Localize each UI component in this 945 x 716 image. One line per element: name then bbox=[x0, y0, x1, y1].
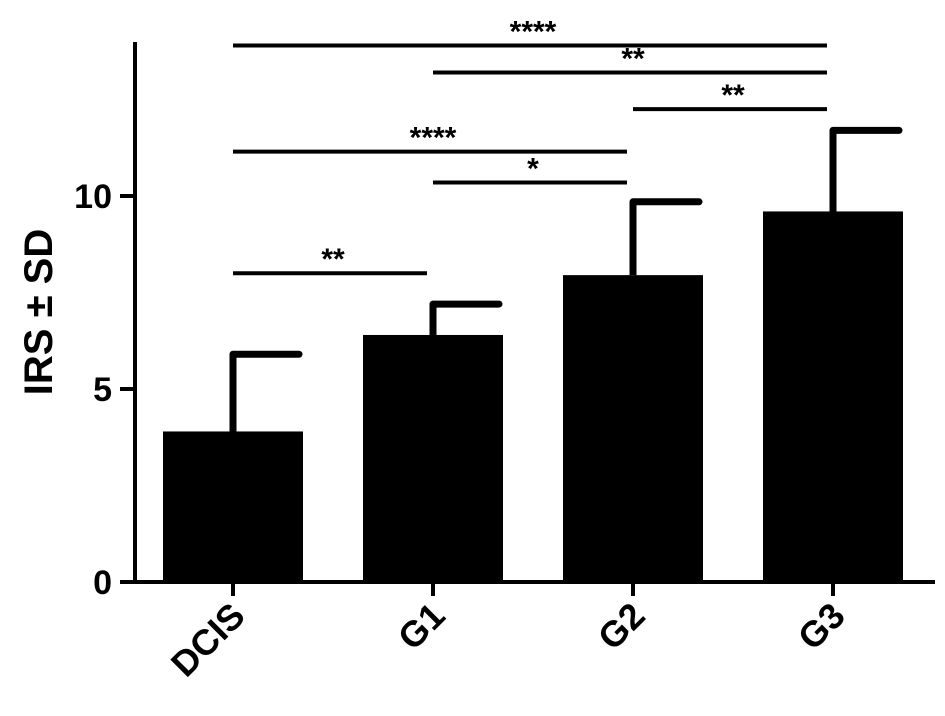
y-tick-label-0: 0 bbox=[93, 564, 112, 602]
significance-label-2: **** bbox=[410, 122, 457, 155]
x-ticks-group: DCIS G1 G2 G3 bbox=[163, 582, 853, 684]
significance-label-1: * bbox=[527, 152, 539, 185]
y-tick-label-5: 5 bbox=[93, 371, 112, 409]
x-tick-label-g2: G2 bbox=[590, 595, 653, 658]
significance-label-0: ** bbox=[321, 243, 345, 276]
bar-g2 bbox=[563, 275, 703, 582]
x-tick-label-dcis: DCIS bbox=[163, 595, 253, 685]
bar-dcis bbox=[163, 431, 303, 582]
y-tick-label-10: 10 bbox=[74, 178, 112, 216]
x-tick-label-g3: G3 bbox=[790, 595, 853, 658]
significance-label-5: **** bbox=[510, 15, 557, 48]
error-bars-group bbox=[229, 126, 903, 432]
bar-g1 bbox=[363, 334, 503, 582]
bars-group bbox=[163, 211, 903, 582]
significance-label-3: ** bbox=[721, 79, 745, 112]
significance-group: *************** bbox=[233, 15, 827, 276]
y-ticks-group: 0 5 10 bbox=[74, 178, 135, 602]
y-axis-label: IRS ± SD bbox=[17, 229, 61, 395]
significance-label-4: ** bbox=[621, 42, 645, 75]
x-tick-label-g1: G1 bbox=[390, 595, 453, 658]
axes-group bbox=[133, 42, 935, 584]
bar-g3 bbox=[763, 211, 903, 582]
